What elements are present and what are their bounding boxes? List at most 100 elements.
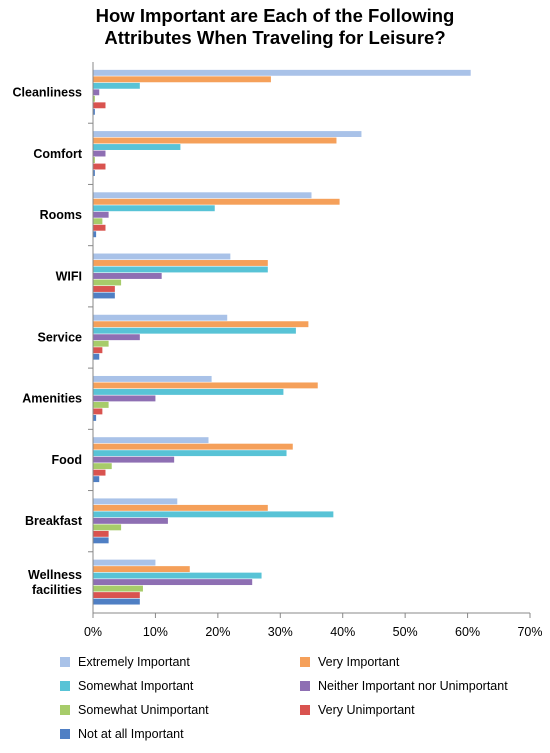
bar-food-5 (93, 463, 112, 470)
legend-label: Neither Important nor Unimportant (318, 679, 508, 693)
bar-comfort-3 (93, 144, 181, 150)
bar-wellness-facilities-5 (93, 585, 143, 592)
category-label: Food (51, 453, 82, 467)
bar-wellness-facilities-6 (93, 592, 140, 599)
legend-label: Very Important (318, 655, 400, 669)
bar-cleanliness-7 (93, 108, 95, 115)
bar-comfort-5 (93, 157, 95, 163)
bar-wifi-1 (93, 253, 231, 260)
bar-rooms-3 (93, 205, 215, 212)
bar-wifi-4 (93, 273, 162, 279)
bar-breakfast-6 (93, 530, 109, 537)
chart-legend: Extremely Important Very Important Somewha… (60, 655, 530, 753)
bar-service-1 (93, 314, 228, 321)
bar-wellness-facilities-3 (93, 572, 262, 579)
bar-food-3 (93, 450, 287, 457)
legend-swatch (60, 681, 70, 691)
bar-comfort-1 (93, 131, 362, 137)
bar-food-6 (93, 469, 106, 476)
bar-amenities-5 (93, 401, 109, 408)
bar-food-4 (93, 456, 175, 463)
x-tick-label: 40% (330, 625, 355, 639)
bar-breakfast-1 (93, 498, 178, 505)
chart-title-line-1: How Important are Each of the Following (95, 5, 455, 26)
legend-swatch (60, 729, 70, 739)
bar-rooms-4 (93, 211, 109, 218)
bar-wifi-6 (93, 286, 115, 292)
bar-amenities-3 (93, 388, 284, 395)
legend-label: Somewhat Important (78, 679, 194, 693)
bar-wellness-facilities-2 (93, 566, 190, 573)
x-tick-label: 0% (84, 625, 102, 639)
bar-rooms-5 (93, 218, 103, 225)
x-tick-label: 20% (205, 625, 230, 639)
legend-swatch (60, 657, 70, 667)
legend-item: Neither Important nor Unimportant (300, 679, 508, 693)
chart-title: How Important are Each of the Following … (0, 5, 550, 49)
bar-cleanliness-2 (93, 76, 271, 83)
bar-wellness-facilities-1 (93, 559, 156, 566)
bar-amenities-2 (93, 382, 318, 389)
bar-service-4 (93, 334, 140, 341)
bar-cleanliness-3 (93, 82, 140, 89)
category-label: Breakfast (25, 514, 83, 528)
bar-rooms-6 (93, 224, 106, 231)
bar-service-2 (93, 321, 309, 328)
legend-item: Not at all Important (60, 727, 184, 741)
category-label: Service (38, 331, 83, 345)
category-label: Comfort (33, 147, 82, 161)
legend-item: Very Important (300, 655, 399, 669)
chart-title-line-2: Attributes When Traveling for Leisure? (104, 27, 446, 48)
category-label: Amenities (22, 392, 82, 406)
bar-breakfast-2 (93, 504, 268, 511)
bar-rooms-7 (93, 231, 97, 238)
bar-amenities-7 (93, 414, 97, 421)
x-tick-label: 10% (143, 625, 168, 639)
bar-wellness-facilities-7 (93, 598, 140, 605)
category-label: Cleanliness (13, 86, 83, 100)
legend-swatch (300, 681, 310, 691)
bar-cleanliness-1 (93, 69, 471, 76)
bar-service-6 (93, 347, 103, 354)
bar-comfort-2 (93, 137, 337, 144)
bar-service-7 (93, 353, 100, 360)
bar-cleanliness-6 (93, 102, 106, 109)
legend-label: Not at all Important (78, 727, 184, 741)
category-label: facilities (32, 583, 82, 597)
bar-cleanliness-4 (93, 89, 100, 96)
bar-wifi-5 (93, 279, 122, 286)
bar-rooms-1 (93, 192, 312, 199)
bar-wifi-2 (93, 260, 268, 266)
x-tick-label: 50% (393, 625, 418, 639)
bar-breakfast-5 (93, 524, 122, 531)
bar-rooms-2 (93, 198, 340, 205)
legend-swatch (60, 705, 70, 715)
x-tick-label: 60% (455, 625, 480, 639)
legend-item: Somewhat Unimportant (60, 703, 209, 717)
legend-swatch (300, 705, 310, 715)
bar-food-7 (93, 476, 100, 483)
bar-amenities-4 (93, 395, 156, 402)
bar-service-5 (93, 340, 109, 347)
bar-chart: Cleanliness Comfort Rooms WIFI Service Amenit… (13, 62, 543, 639)
bar-breakfast-3 (93, 511, 334, 518)
legend-label: Somewhat Unimportant (78, 703, 209, 717)
x-tick-label: 70% (517, 625, 542, 639)
legend-label: Extremely Important (78, 655, 190, 669)
bar-amenities-6 (93, 408, 103, 415)
bar-comfort-4 (93, 150, 106, 157)
bar-cleanliness-5 (93, 95, 95, 102)
x-tick-label: 30% (268, 625, 293, 639)
bar-food-2 (93, 443, 293, 450)
bar-food-1 (93, 437, 209, 444)
bar-breakfast-4 (93, 517, 168, 524)
bar-service-3 (93, 327, 296, 334)
legend-swatch (300, 657, 310, 667)
bar-wellness-facilities-4 (93, 579, 253, 586)
legend-item: Very Unimportant (300, 703, 415, 717)
bar-comfort-7 (93, 170, 95, 176)
category-label: Wellness (28, 568, 82, 582)
bar-comfort-6 (93, 163, 106, 170)
bar-breakfast-7 (93, 537, 109, 544)
category-label: WIFI (56, 269, 82, 283)
